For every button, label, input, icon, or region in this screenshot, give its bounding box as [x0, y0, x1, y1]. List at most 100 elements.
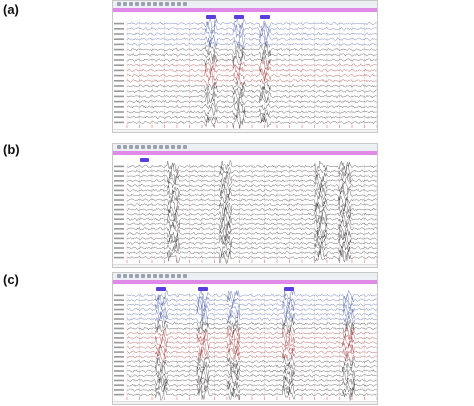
channel-label: [114, 74, 124, 77]
status-bar: [113, 401, 377, 404]
eeg-channel-trace: [126, 28, 377, 40]
timeline-bar[interactable]: [113, 8, 377, 12]
toolbar-button-icon[interactable]: [117, 145, 121, 149]
eeg-channel-trace: [126, 212, 377, 226]
toolbar-button-icon[interactable]: [177, 145, 181, 149]
eeg-channel-trace: [126, 326, 377, 340]
eeg-channel-trace: [126, 183, 377, 197]
event-marker[interactable]: [206, 15, 216, 19]
toolbar-button-icon[interactable]: [159, 274, 163, 278]
toolbar-button-icon[interactable]: [123, 145, 127, 149]
toolbar-button-icon[interactable]: [153, 145, 157, 149]
event-marker[interactable]: [198, 287, 208, 291]
eeg-channel-trace: [126, 95, 377, 108]
eeg-channel-trace: [126, 69, 377, 82]
channel-label: [114, 165, 124, 168]
eeg-channel-trace: [126, 251, 377, 264]
channel-label: [114, 393, 124, 396]
toolbar-button-icon[interactable]: [141, 145, 145, 149]
toolbar-button-icon[interactable]: [165, 2, 169, 6]
channel-label: [114, 365, 124, 368]
toolbar-button-icon[interactable]: [147, 2, 151, 6]
eeg-channel-trace: [126, 289, 377, 302]
channel-label: [114, 28, 124, 30]
channel-label: [114, 228, 124, 230]
eeg-channel-trace: [126, 80, 377, 93]
toolbar-button-icon[interactable]: [117, 2, 121, 6]
toolbar-button-icon[interactable]: [123, 2, 127, 6]
channel-label: [114, 308, 124, 311]
channel-label: [114, 204, 124, 206]
toolbar-button-icon[interactable]: [183, 145, 187, 149]
channel-label: [114, 370, 124, 372]
eeg-channel-trace: [126, 375, 377, 387]
eeg-channel-trace: [126, 303, 377, 317]
panel-label: (c): [3, 272, 19, 287]
toolbar-button-icon[interactable]: [129, 274, 133, 278]
toolbar-button-icon[interactable]: [147, 274, 151, 278]
toolbar-button-icon[interactable]: [135, 274, 139, 278]
toolbar-button-icon[interactable]: [171, 274, 175, 278]
eeg-channel-trace: [126, 346, 377, 359]
toolbar-button-icon[interactable]: [141, 274, 145, 278]
channel-label: [114, 346, 124, 349]
eeg-channel-trace: [126, 335, 377, 349]
toolbar-button-icon[interactable]: [117, 274, 121, 278]
toolbar-button-icon[interactable]: [135, 2, 139, 6]
event-marker[interactable]: [156, 287, 166, 291]
channel-label: [114, 360, 124, 363]
eeg-channel-trace: [126, 293, 377, 307]
channel-label: [114, 170, 124, 172]
toolbar-button-icon[interactable]: [171, 145, 175, 149]
toolbar-button-icon[interactable]: [159, 2, 163, 6]
channel-label: [114, 43, 124, 46]
eeg-channel-trace: [126, 308, 377, 321]
eeg-channel-trace: [126, 237, 377, 249]
toolbar-button-icon[interactable]: [129, 2, 133, 6]
toolbar-button-icon[interactable]: [153, 2, 157, 6]
toolbar-button-icon[interactable]: [183, 2, 187, 6]
event-marker[interactable]: [284, 287, 294, 291]
panel-label: (a): [3, 2, 19, 17]
channel-label: [114, 389, 124, 391]
channel-label: [114, 80, 124, 82]
eeg-channel-trace: [126, 174, 377, 187]
channel-label: [114, 54, 124, 56]
eeg-window: [112, 0, 378, 133]
toolbar-button-icon[interactable]: [165, 145, 169, 149]
eeg-channel-trace: [126, 194, 377, 207]
toolbar-button-icon[interactable]: [141, 2, 145, 6]
channel-label: [114, 199, 124, 201]
channel-label: [114, 33, 124, 35]
event-marker[interactable]: [260, 15, 270, 19]
event-marker[interactable]: [140, 158, 149, 162]
timeline-bar[interactable]: [113, 151, 377, 155]
channel-label: [114, 48, 124, 51]
toolbar-button-icon[interactable]: [159, 145, 163, 149]
event-marker[interactable]: [234, 15, 244, 19]
toolbar-button-icon[interactable]: [135, 145, 139, 149]
toolbar-button-icon[interactable]: [147, 145, 151, 149]
channel-label: [114, 22, 124, 25]
toolbar-button-icon[interactable]: [177, 274, 181, 278]
toolbar-button-icon[interactable]: [177, 2, 181, 6]
eeg-channel-trace: [126, 116, 377, 129]
channel-label: [114, 90, 124, 92]
eeg-channel-trace: [126, 63, 377, 78]
eeg-channel-trace: [126, 246, 377, 259]
channel-label: [114, 332, 124, 334]
toolbar-button-icon[interactable]: [129, 145, 133, 149]
channel-label: [114, 213, 124, 216]
toolbar-button-icon[interactable]: [165, 274, 169, 278]
channel-label: [114, 337, 124, 339]
toolbar-button-icon[interactable]: [171, 2, 175, 6]
toolbar-button-icon[interactable]: [153, 274, 157, 278]
eeg-channel-trace: [126, 102, 377, 114]
eeg-channel-trace: [126, 164, 377, 178]
eeg-window: [112, 143, 378, 268]
channel-label: [114, 384, 124, 386]
toolbar-button-icon[interactable]: [123, 274, 127, 278]
timeline-bar[interactable]: [113, 280, 377, 284]
toolbar-button-icon[interactable]: [183, 274, 187, 278]
eeg-channel-trace: [126, 364, 377, 377]
